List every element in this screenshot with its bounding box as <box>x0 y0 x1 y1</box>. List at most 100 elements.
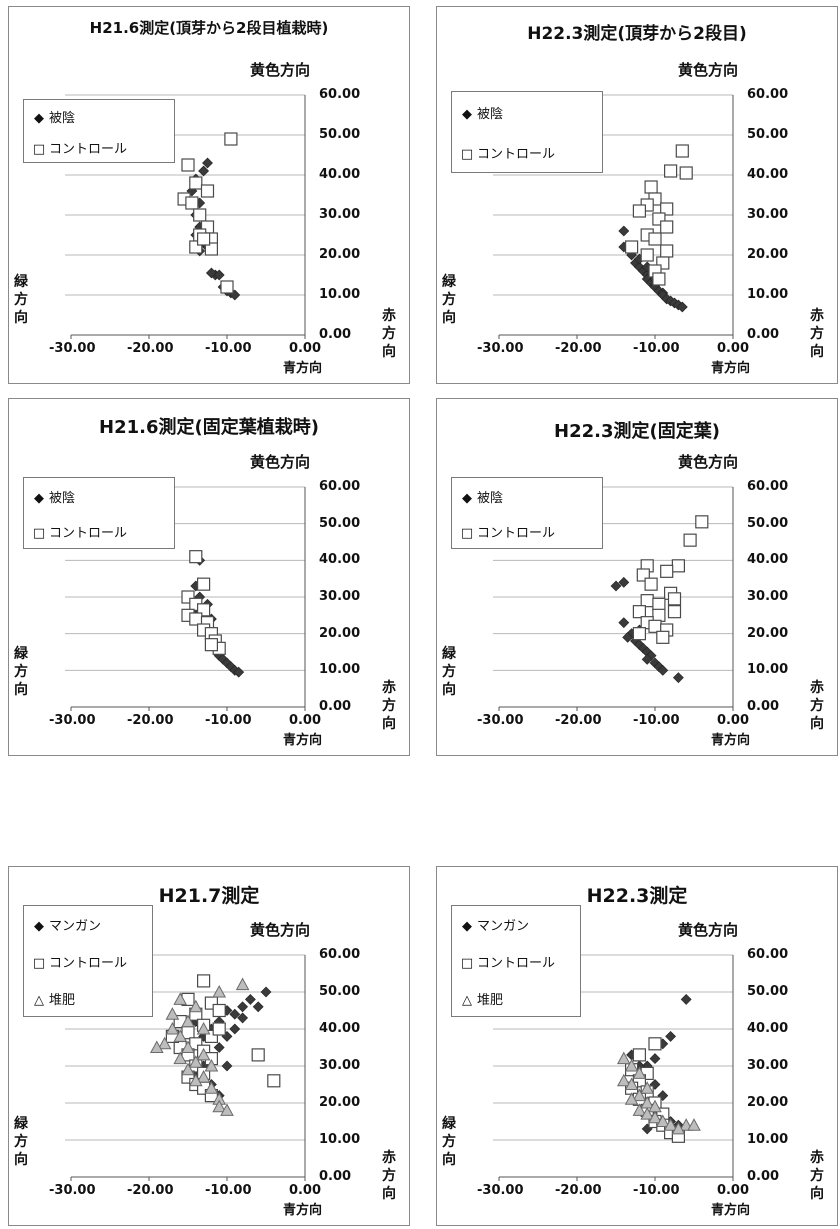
point-triangle-2-3 <box>188 999 203 1013</box>
legend-marker: △ <box>34 992 44 1008</box>
point-triangle-2-0 <box>616 1051 631 1065</box>
point-square-1-3 <box>212 1003 226 1018</box>
point-triangle-2-1 <box>212 984 227 998</box>
point-square-1-18 <box>656 630 670 644</box>
y-tick-label: 20.00 <box>747 1095 789 1110</box>
point-square-1-9 <box>660 220 674 234</box>
legend-label: 被陰 <box>49 110 76 126</box>
x-tick-label: -30.00 <box>49 341 96 356</box>
legend-label: コントロール <box>477 956 556 971</box>
y-tick-label: 10.00 <box>747 287 789 302</box>
legend: ◆ 被陰 □ コントロール <box>451 91 603 173</box>
point-diamond-0-19 <box>221 1060 233 1072</box>
point-triangle-2-15 <box>196 1070 211 1083</box>
legend-marker: □ <box>32 525 46 541</box>
point-diamond-0-1 <box>618 576 630 588</box>
chart-panel-2: H22.3測定(頂芽から2段目) 黄色方向 0.00 10.00 20.00 30.00 4… <box>436 6 838 384</box>
y-tick-label: 30.00 <box>319 1058 361 1073</box>
y-tick-label: 10.00 <box>319 1132 361 1147</box>
point-square-1-6 <box>189 612 203 626</box>
chart-svg <box>493 94 734 339</box>
legend-label: コントロール <box>477 525 556 541</box>
x-tick-label: -10.00 <box>205 1183 252 1198</box>
chart-panel-4: H22.3測定(固定葉) 黄色方向 0.00 10.00 20.00 30.00 40.00… <box>436 398 838 756</box>
legend-item: ◆ マンガン <box>460 915 529 934</box>
point-triangle-2-0 <box>235 977 250 991</box>
point-triangle-2-8 <box>157 1036 172 1050</box>
right-direction-label: 赤方向 <box>810 308 824 360</box>
point-triangle-2-5 <box>181 1014 195 1028</box>
legend: ◆ マンガン □ コントロール △ 堆肥 <box>23 905 153 1017</box>
y-tick-label: 20.00 <box>747 247 789 262</box>
point-triangle-2-13 <box>655 1114 670 1127</box>
legend-marker: ◆ <box>462 107 472 122</box>
legend-item: ◆ 被陰 <box>32 107 75 126</box>
x-tick-label: -10.00 <box>205 341 252 356</box>
chart-title: H21.6測定(頂芽から2段目植栽時) <box>89 19 329 37</box>
legend-item: □ コントロール <box>32 522 127 541</box>
legend-label: 被陰 <box>477 107 504 122</box>
left-direction-label: 緑方向 <box>14 1116 28 1168</box>
chart-panel-6: H22.3測定 黄色方向 0.00 10.00 20.00 30.00 40.00 50.00… <box>436 866 838 1226</box>
y-tick-label: 20.00 <box>319 1095 361 1110</box>
point-triangle-2-1 <box>624 1058 639 1072</box>
point-square-1-15 <box>648 619 662 633</box>
x-tick-label: -30.00 <box>49 1183 96 1198</box>
y-tick-label: 0.00 <box>747 327 780 342</box>
point-square-1-9 <box>652 597 666 611</box>
point-diamond-0-13 <box>233 666 245 678</box>
point-square-1-0 <box>675 144 689 158</box>
y-tick-label: 40.00 <box>747 1021 789 1036</box>
point-square-1-2 <box>189 176 203 190</box>
x-tick-label: -20.00 <box>555 341 602 356</box>
point-diamond-0-15 <box>641 653 653 665</box>
right-direction-label: 赤方向 <box>382 1150 396 1202</box>
point-square-1-12 <box>220 280 234 294</box>
point-triangle-2-2 <box>632 1066 647 1079</box>
left-direction-label: 緑方向 <box>442 1116 456 1168</box>
point-square-1-13 <box>197 232 211 246</box>
chart-title: H22.3測定 <box>586 885 688 907</box>
x-tick-label: -20.00 <box>127 713 174 728</box>
point-triangle-2-4 <box>624 1077 639 1090</box>
chart-svg <box>493 486 734 711</box>
point-diamond-0-12 <box>205 267 217 279</box>
point-triangle-2-3 <box>616 1073 631 1087</box>
x-axis-label: 青方向 <box>711 361 751 376</box>
point-square-1-12 <box>667 605 682 619</box>
y-tick-label: 50.00 <box>319 984 361 999</box>
legend-item: □ コントロール <box>32 952 127 971</box>
point-diamond-0-3 <box>237 1001 249 1013</box>
point-triangle-2-11 <box>173 1051 188 1065</box>
x-tick-label: -10.00 <box>633 1183 680 1198</box>
point-triangle-2-11 <box>640 1107 655 1120</box>
legend-marker: △ <box>462 992 472 1008</box>
point-square-1-3 <box>660 564 674 578</box>
right-direction-label: 赤方向 <box>810 680 824 732</box>
y-tick-label: 60.00 <box>319 947 361 962</box>
y-tick-label: 20.00 <box>319 625 361 641</box>
x-tick-label: -20.00 <box>555 1183 602 1198</box>
point-diamond-0-9 <box>213 1042 225 1053</box>
point-diamond-0-2 <box>618 617 630 629</box>
point-triangle-2-22 <box>165 1021 180 1035</box>
point-square-1-5 <box>185 196 199 210</box>
y-axis-label: 黄色方向 <box>250 453 311 471</box>
point-diamond-0-17 <box>229 1023 241 1035</box>
legend-item: □ コントロール <box>32 138 127 157</box>
y-tick-label: 20.00 <box>319 247 361 262</box>
chart-panel-5: H21.7測定 黄色方向 0.00 10.00 20.00 30.00 40.00 50.00… <box>8 866 410 1226</box>
point-triangle-2-16 <box>188 1073 203 1087</box>
point-diamond-0-0 <box>680 993 692 1005</box>
y-tick-label: 10.00 <box>747 1132 789 1147</box>
legend: ◆ 被陰 □ コントロール <box>23 99 175 163</box>
x-axis-label: 青方向 <box>283 361 323 376</box>
point-square-1-1 <box>632 1048 646 1062</box>
y-tick-label: 60.00 <box>747 947 789 962</box>
x-axis-label: 青方向 <box>711 733 751 748</box>
point-square-1-8 <box>640 594 654 608</box>
left-direction-label: 緑方向 <box>14 274 28 326</box>
point-square-1-3 <box>200 184 215 198</box>
legend-item: ◆ 被陰 <box>460 487 503 506</box>
point-triangle-2-20 <box>220 1103 234 1116</box>
